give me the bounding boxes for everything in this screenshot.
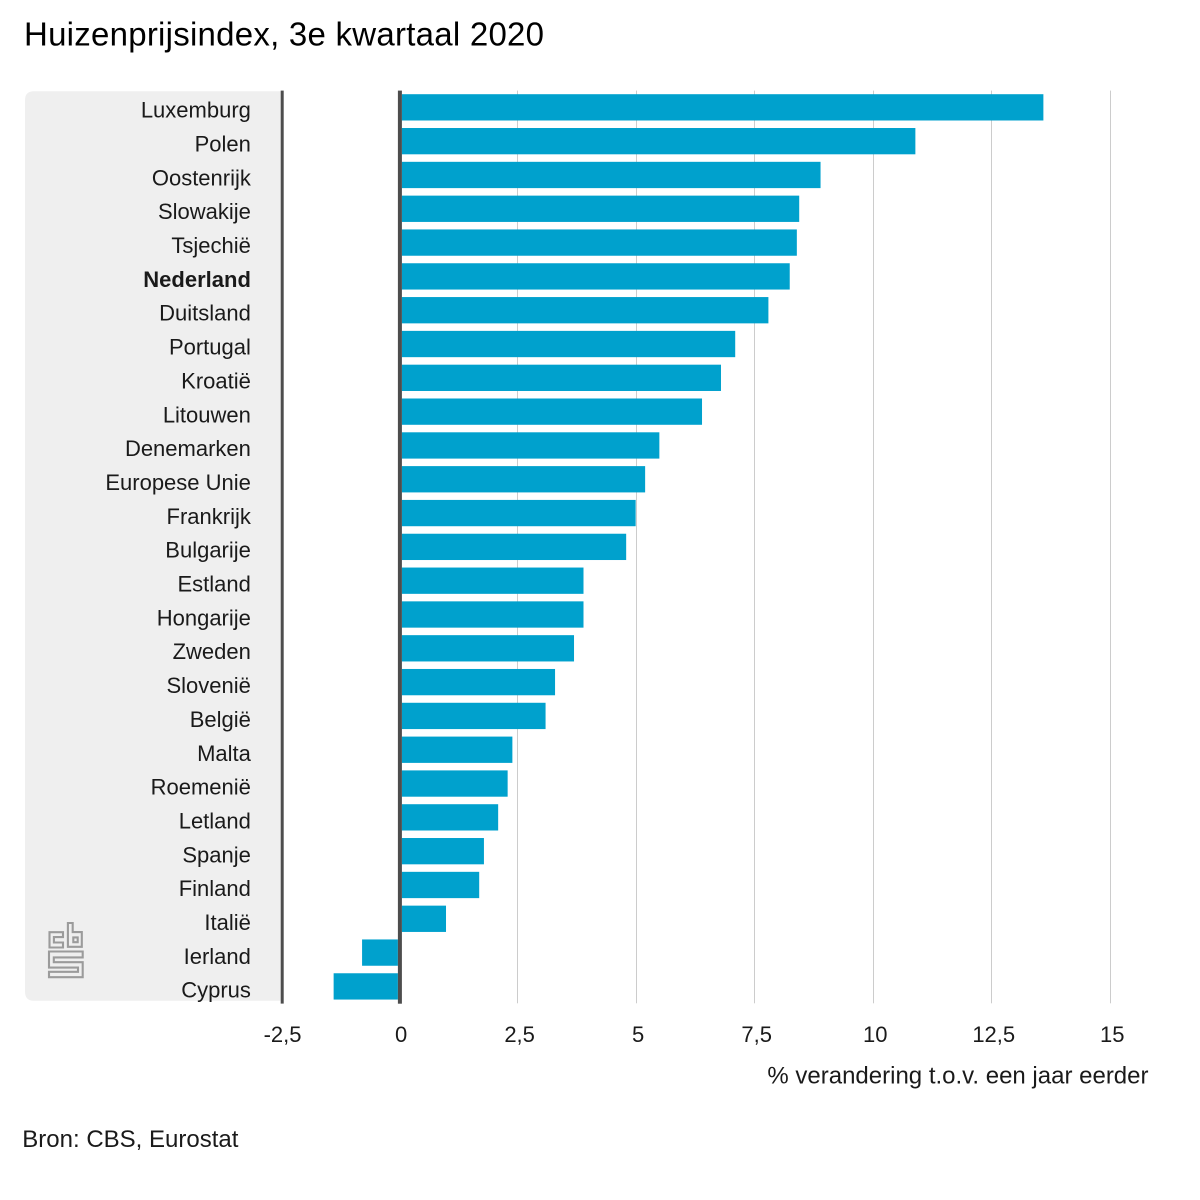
- svg-text:Finland: Finland: [179, 876, 251, 901]
- svg-text:7,5: 7,5: [741, 1022, 772, 1047]
- svg-text:Estland: Estland: [178, 572, 251, 597]
- svg-text:Nederland: Nederland: [143, 267, 251, 292]
- svg-text:Bron: CBS, Eurostat: Bron: CBS, Eurostat: [22, 1126, 238, 1153]
- svg-text:België: België: [190, 707, 251, 732]
- svg-text:% verandering t.o.v. een jaar: % verandering t.o.v. een jaar eerder: [767, 1063, 1148, 1090]
- svg-text:10: 10: [863, 1022, 887, 1047]
- svg-text:Hongarije: Hongarije: [157, 605, 251, 630]
- svg-text:15: 15: [1100, 1022, 1124, 1047]
- svg-text:Portugal: Portugal: [169, 335, 251, 360]
- svg-text:Europese Unie: Europese Unie: [105, 470, 251, 495]
- svg-text:Duitsland: Duitsland: [159, 301, 251, 326]
- svg-text:Polen: Polen: [195, 131, 251, 156]
- svg-text:Malta: Malta: [197, 741, 252, 766]
- svg-text:5: 5: [632, 1022, 644, 1047]
- svg-text:Slovenië: Slovenië: [167, 673, 251, 698]
- svg-text:Slowakije: Slowakije: [158, 199, 251, 224]
- svg-text:Cyprus: Cyprus: [181, 978, 251, 1003]
- svg-text:Tsjechië: Tsjechië: [171, 233, 250, 258]
- svg-text:Huizenprijsindex, 3e kwartaal: Huizenprijsindex, 3e kwartaal 2020: [24, 16, 544, 53]
- svg-text:Oostenrijk: Oostenrijk: [152, 165, 252, 190]
- svg-text:-2,5: -2,5: [264, 1022, 302, 1047]
- svg-text:Ierland: Ierland: [184, 944, 251, 969]
- svg-text:Spanje: Spanje: [182, 842, 251, 867]
- svg-text:Luxemburg: Luxemburg: [141, 98, 251, 123]
- svg-text:Zweden: Zweden: [173, 639, 251, 664]
- svg-text:0: 0: [395, 1022, 407, 1047]
- svg-text:12,5: 12,5: [972, 1022, 1015, 1047]
- svg-text:2,5: 2,5: [504, 1022, 535, 1047]
- svg-text:Letland: Letland: [179, 808, 251, 833]
- svg-text:Bulgarije: Bulgarije: [165, 538, 251, 563]
- svg-text:Frankrijk: Frankrijk: [167, 504, 252, 529]
- svg-text:Litouwen: Litouwen: [163, 402, 251, 427]
- svg-text:Italië: Italië: [204, 910, 250, 935]
- svg-text:Denemarken: Denemarken: [125, 436, 251, 461]
- svg-text:Roemenië: Roemenië: [151, 775, 251, 800]
- svg-text:Kroatië: Kroatië: [181, 368, 251, 393]
